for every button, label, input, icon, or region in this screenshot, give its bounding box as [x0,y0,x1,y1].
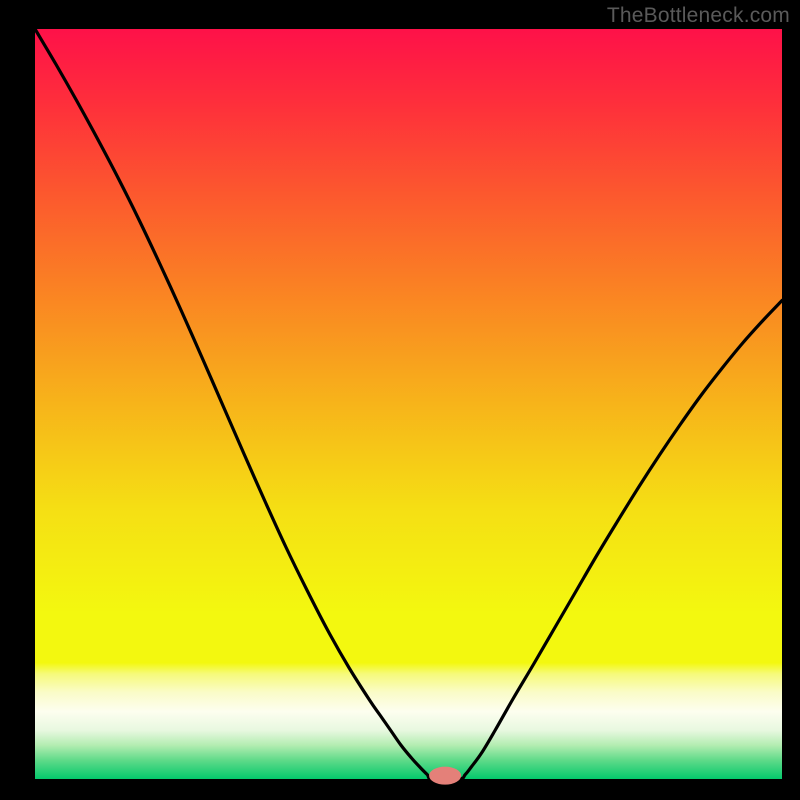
chart-svg [0,0,800,800]
optimal-marker [429,767,461,785]
gradient-background [35,29,782,779]
chart-stage: TheBottleneck.com [0,0,800,800]
